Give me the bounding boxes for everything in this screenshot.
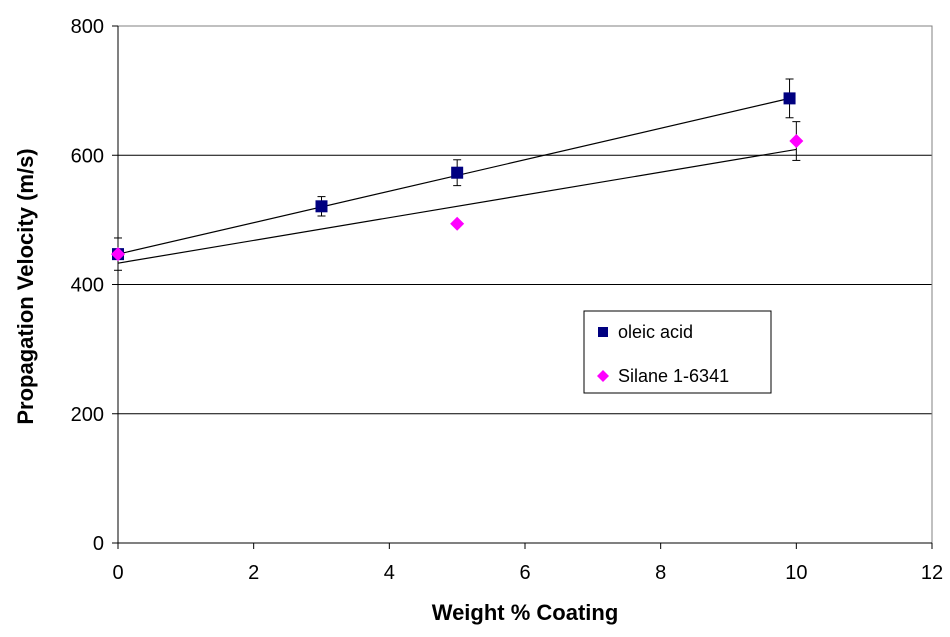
axes [112, 25, 933, 549]
legend-box [583, 310, 772, 394]
y-tick-label: 200 [71, 404, 104, 426]
data-points [111, 92, 804, 262]
legend: oleic acid Silane 1-6341 [583, 310, 772, 394]
y-tick-label: 0 [93, 533, 104, 555]
y-tick-label: 400 [71, 275, 104, 297]
x-tick-label: 4 [384, 562, 395, 584]
x-tick-label: 8 [655, 562, 666, 584]
silane-1-6341-point [789, 134, 804, 149]
y-tick-label: 600 [71, 145, 104, 167]
y-tick-labels: 0 200 400 600 800 [71, 16, 104, 555]
y-tick-label: 800 [71, 16, 104, 38]
legend-marker [597, 370, 609, 382]
legend-label: oleic acid [618, 322, 693, 342]
gridlines [118, 25, 932, 415]
oleic-acid-point [451, 166, 464, 179]
x-tick-label: 12 [921, 562, 943, 584]
x-axis-title: Weight % Coating [432, 600, 619, 625]
oleic-acid-point [315, 200, 328, 213]
x-tick-label: 6 [519, 562, 530, 584]
silane-1-6341-point [111, 247, 125, 262]
x-tick-labels: 0 2 4 6 8 10 12 [112, 562, 943, 584]
x-tick-label: 10 [785, 562, 807, 584]
silane-1-6341-point [450, 216, 465, 231]
y-axis-title: Propagation Velocity (m/s) [13, 148, 38, 424]
legend-marker [598, 327, 608, 337]
x-tick-label: 0 [112, 562, 123, 584]
x-tick-label: 2 [248, 562, 259, 584]
legend-label: Silane 1-6341 [618, 366, 729, 386]
oleic-acid-point [783, 92, 796, 105]
trendline [117, 148, 797, 264]
